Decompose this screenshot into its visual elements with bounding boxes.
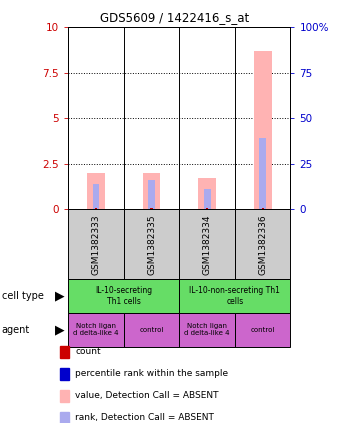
Bar [206,208,208,209]
Bar [261,208,264,209]
Bar [198,179,216,209]
Bar [235,313,290,347]
Text: Notch ligan
d delta-like 4: Notch ligan d delta-like 4 [73,324,119,336]
Text: agent: agent [2,325,30,335]
Text: Notch ligan
d delta-like 4: Notch ligan d delta-like 4 [184,324,230,336]
Bar [68,313,124,347]
Text: GSM1382334: GSM1382334 [203,214,212,275]
Bar [179,209,235,279]
Bar [95,208,97,209]
Text: ▶: ▶ [55,324,65,336]
Text: ▶: ▶ [55,290,65,302]
Text: GSM1382335: GSM1382335 [147,214,156,275]
Text: control: control [251,327,275,333]
Bar [235,209,290,279]
Bar [204,190,211,209]
Text: GDS5609 / 1422416_s_at: GDS5609 / 1422416_s_at [100,11,250,24]
Bar [150,208,153,209]
Text: IL-10-secreting
Th1 cells: IL-10-secreting Th1 cells [95,286,152,306]
Text: percentile rank within the sample: percentile rank within the sample [75,369,228,379]
Text: GSM1382333: GSM1382333 [92,214,100,275]
Bar [259,138,266,209]
Text: cell type: cell type [2,291,44,301]
Bar [179,279,290,313]
Bar [124,209,179,279]
Text: GSM1382336: GSM1382336 [258,214,267,275]
Bar [179,313,235,347]
Bar [124,313,179,347]
Text: count: count [75,347,101,357]
Text: value, Detection Call = ABSENT: value, Detection Call = ABSENT [75,391,219,401]
Text: control: control [139,327,164,333]
Bar [68,279,179,313]
Bar [143,173,161,209]
Text: rank, Detection Call = ABSENT: rank, Detection Call = ABSENT [75,413,214,423]
Bar [87,173,105,209]
Bar [254,51,272,209]
Bar [93,184,99,209]
Text: IL-10-non-secreting Th1
cells: IL-10-non-secreting Th1 cells [189,286,280,306]
Bar [148,180,155,209]
Bar [68,209,124,279]
